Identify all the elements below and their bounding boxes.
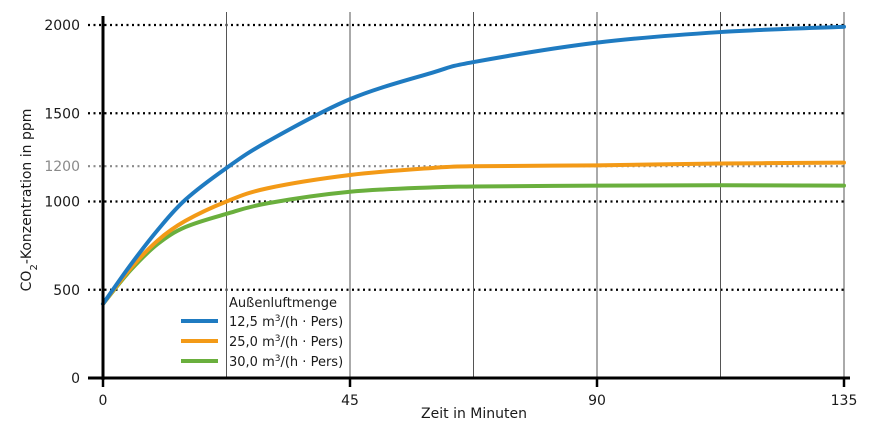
legend-title: Außenluftmenge [229,296,337,311]
series-line-2 [101,183,846,306]
y-tick-label: 500 [53,283,80,299]
y-tick-label: 0 [71,371,80,387]
svg-text:30,0 m3/(h · Pers): 30,0 m3/(h · Pers) [229,354,343,370]
y-axis-tick-labels: 0 500 1000 1200 1500 2000 [44,18,80,387]
x-axis-tick-labels: 0 45 90 135 [99,378,858,409]
y-tick-label: 1500 [44,106,80,122]
svg-text:25,0 m3/(h · Pers): 25,0 m3/(h · Pers) [229,334,343,350]
svg-text:12,5 m3/(h · Pers): 12,5 m3/(h · Pers) [229,314,343,330]
vertical-gridlines [226,12,845,378]
x-axis-label: Zeit in Minuten [421,406,527,422]
x-tick-label: 0 [99,393,108,409]
y-tick-label: 2000 [44,18,80,34]
y-tick-label: 1000 [44,195,80,211]
x-tick-label: 90 [588,393,606,409]
x-tick-label: 45 [341,393,359,409]
series-line-1 [101,160,846,306]
legend-item-25-0: 25,0 m3/(h · Pers) [181,334,343,350]
data-series [101,24,846,306]
x-tick-label: 135 [831,393,858,409]
legend-item-12-5: 12,5 m3/(h · Pers) [181,314,343,330]
y-axis-label: CO2-Konzentration in ppm [19,109,40,292]
series-line-0 [101,24,846,306]
legend-item-30-0: 30,0 m3/(h · Pers) [181,354,343,370]
y-tick-label: 1200 [44,159,80,175]
legend: Außenluftmenge 12,5 m3/(h · Pers) 25,0 m… [181,296,343,370]
